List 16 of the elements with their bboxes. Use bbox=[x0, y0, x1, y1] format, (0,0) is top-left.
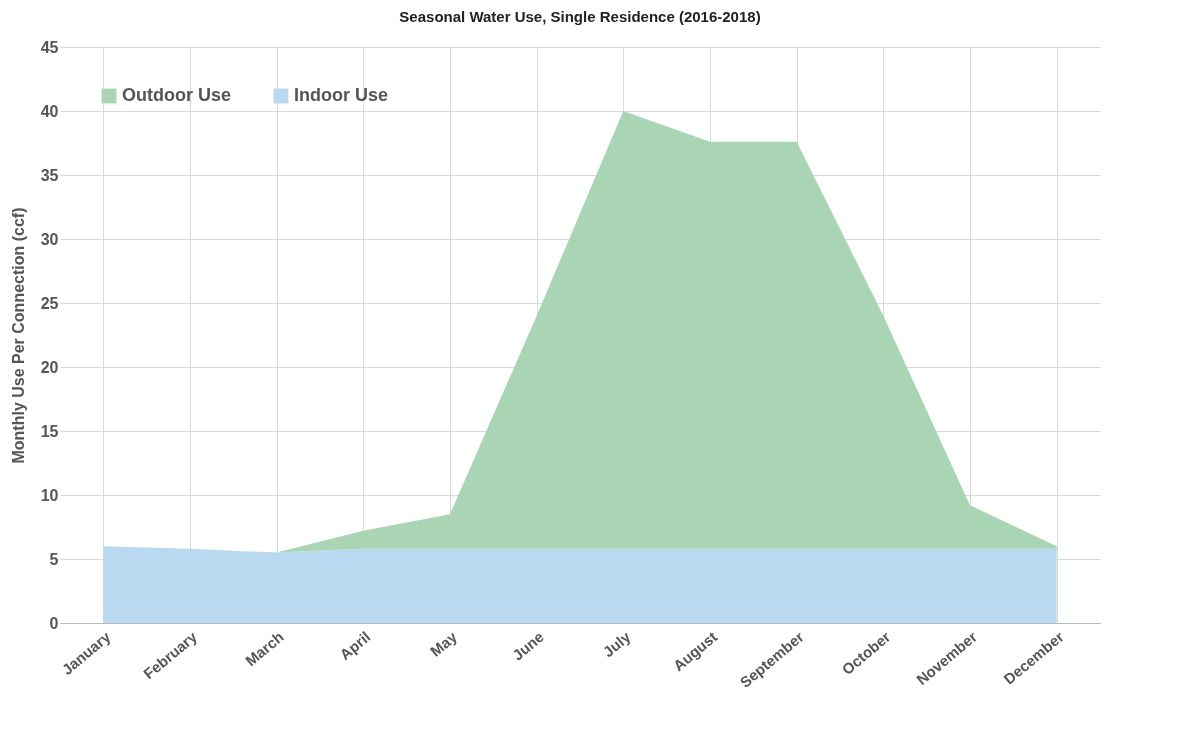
y-tick-label: 45 bbox=[40, 38, 59, 56]
x-tick-label: July bbox=[599, 627, 634, 661]
y-tick-label: 40 bbox=[40, 102, 59, 120]
legend-label: Indoor Use bbox=[294, 85, 389, 105]
y-tick-label: 5 bbox=[49, 550, 59, 568]
y-tick-label: 30 bbox=[40, 230, 59, 248]
y-tick-label: 25 bbox=[40, 294, 59, 312]
y-tick-label: 20 bbox=[40, 358, 59, 376]
chart-title: Seasonal Water Use, Single Residence (2016-2018) bbox=[399, 8, 761, 25]
y-tick-label: 10 bbox=[40, 486, 59, 504]
y-tick-label: 15 bbox=[40, 422, 59, 440]
y-tick-label: 35 bbox=[40, 166, 59, 184]
legend-label: Outdoor Use bbox=[122, 85, 232, 105]
x-tick-label: May bbox=[426, 627, 461, 660]
y-tick-label: 0 bbox=[49, 614, 59, 632]
y-axis-title: Monthly Use Per Connection (ccf) bbox=[9, 207, 27, 464]
